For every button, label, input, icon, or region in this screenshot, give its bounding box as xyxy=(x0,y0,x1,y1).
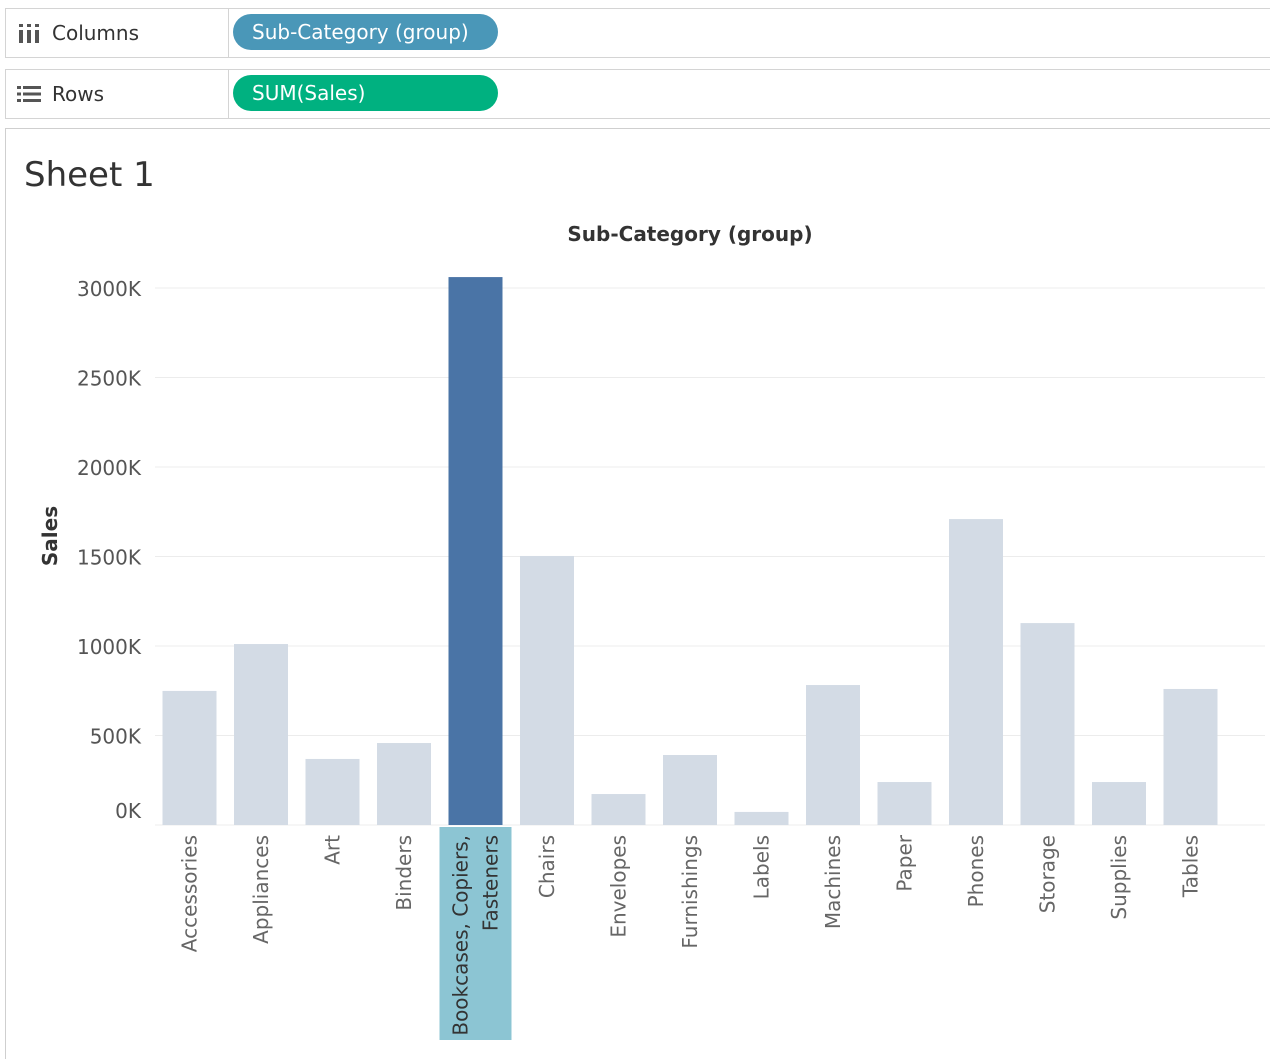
y-tick-label: 3000K xyxy=(77,277,142,301)
x-tick-label[interactable]: Supplies xyxy=(1107,835,1131,920)
y-tick-label: 2000K xyxy=(77,456,142,480)
bar-storage[interactable] xyxy=(1020,623,1075,825)
rows-shelf: Rows SUM(Sales) xyxy=(5,69,1270,119)
highlighted-label-background xyxy=(439,827,512,1040)
x-tick-label[interactable]: Bookcases, Copiers, xyxy=(449,835,473,1036)
x-tick-label[interactable]: Furnishings xyxy=(678,835,702,949)
bar-binders[interactable] xyxy=(377,743,431,825)
bar-supplies[interactable] xyxy=(1092,782,1146,825)
rows-label: Rows xyxy=(52,82,105,106)
bar-machines[interactable] xyxy=(806,685,860,825)
y-tick-label: 1000K xyxy=(77,635,142,659)
x-tick-label[interactable]: Appliances xyxy=(249,835,273,944)
rows-shelf-label: Rows xyxy=(6,70,229,118)
x-tick-label[interactable]: Phones xyxy=(964,835,988,907)
columns-shelf: Columns Sub-Category (group) xyxy=(5,8,1270,58)
sum-sales-pill[interactable]: SUM(Sales) xyxy=(233,75,498,111)
x-tick-label[interactable]: Storage xyxy=(1036,835,1060,913)
bar-accessories[interactable] xyxy=(162,690,217,825)
bar-art[interactable] xyxy=(305,758,360,825)
y-tick-label: 1500K xyxy=(77,546,142,570)
x-axis-title: Sub-Category (group) xyxy=(567,222,812,246)
bar-chairs[interactable] xyxy=(520,555,574,825)
x-tick-label[interactable]: Binders xyxy=(392,835,416,911)
x-tick-label[interactable]: Labels xyxy=(750,835,774,899)
x-tick-label[interactable]: Paper xyxy=(893,834,917,891)
y-tick-label: 2500K xyxy=(77,367,142,391)
bar-bookcases-copiers-fasteners[interactable] xyxy=(448,277,503,825)
x-tick-label[interactable]: Fasteners xyxy=(479,835,503,931)
sheet-view: Sheet 1 xyxy=(5,128,1270,1059)
sub-category-group-pill[interactable]: Sub-Category (group) xyxy=(233,14,498,50)
bar-labels[interactable] xyxy=(734,811,789,825)
bar-envelopes[interactable] xyxy=(591,794,646,825)
bar-paper[interactable] xyxy=(877,782,932,825)
y-tick-label: 0K xyxy=(115,799,142,823)
x-tick-label[interactable]: Tables xyxy=(1179,835,1203,898)
columns-shelf-label: Columns xyxy=(6,9,229,57)
x-tick-label[interactable]: Machines xyxy=(821,835,845,929)
bar-phones[interactable] xyxy=(949,519,1003,825)
bar-tables[interactable] xyxy=(1163,688,1218,825)
x-tick-label[interactable]: Envelopes xyxy=(607,835,631,938)
sheet-title: Sheet 1 xyxy=(24,155,155,195)
y-tick-label: 500K xyxy=(90,725,142,749)
bar-furnishings[interactable] xyxy=(663,755,717,825)
x-tick-label[interactable]: Accessories xyxy=(178,835,202,952)
columns-label: Columns xyxy=(52,21,140,45)
bar-appliances[interactable] xyxy=(234,644,288,825)
rows-list-icon xyxy=(16,85,42,103)
columns-icon xyxy=(16,23,42,43)
x-tick-label[interactable]: Chairs xyxy=(535,835,559,898)
x-tick-label[interactable]: Art xyxy=(321,835,345,865)
y-axis-title: Sales xyxy=(38,506,62,566)
